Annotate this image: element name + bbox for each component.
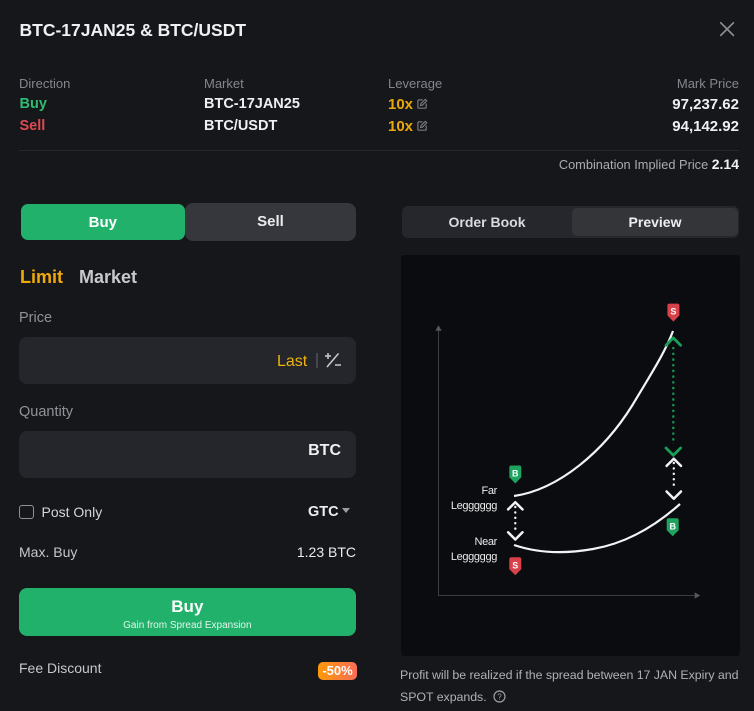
- svg-text:Legggggg: Legggggg: [451, 500, 497, 512]
- svg-text:Near: Near: [475, 536, 498, 548]
- svg-text:Legggggg: Legggggg: [451, 551, 497, 563]
- svg-text:B: B: [669, 521, 676, 531]
- svg-text:S: S: [512, 560, 518, 570]
- svg-text:B: B: [512, 469, 519, 479]
- svg-text:?: ?: [498, 692, 503, 701]
- svg-text:S: S: [670, 307, 676, 317]
- svg-text:Far: Far: [482, 485, 498, 497]
